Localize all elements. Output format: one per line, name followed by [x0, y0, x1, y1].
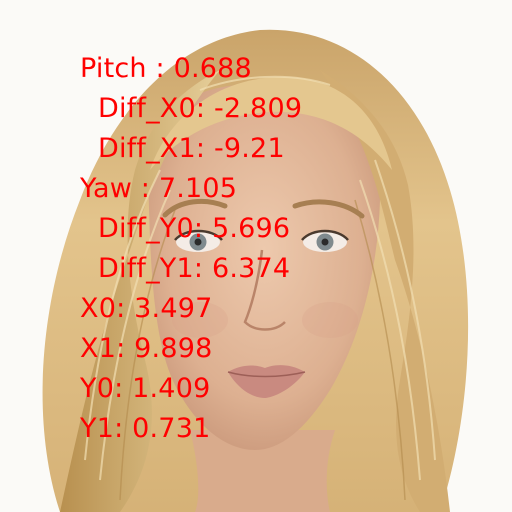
diff-x1-readout: Diff_X1: -9.21 [98, 133, 285, 164]
neck [190, 430, 335, 512]
hair-fringe [150, 76, 392, 170]
y0-readout: Y0: 1.409 [80, 373, 211, 404]
left-eye [174, 229, 223, 252]
lips [228, 365, 305, 398]
hair-right-side [320, 70, 450, 512]
diff-y1-readout: Diff_Y1: 6.374 [98, 253, 291, 284]
right-eye [301, 229, 349, 252]
y1-readout: Y1: 0.731 [80, 413, 211, 444]
x1-readout: X1: 9.898 [80, 333, 213, 364]
hair-left-side [60, 70, 220, 512]
yaw-readout: Yaw : 7.105 [80, 173, 238, 204]
diff-x0-readout: Diff_X0: -2.809 [98, 93, 303, 124]
pitch-readout: Pitch : 0.688 [80, 53, 252, 84]
diff-y0-readout: Diff_Y0: 5.696 [98, 213, 291, 244]
x0-readout: X0: 3.497 [80, 293, 213, 324]
left-eyebrow [162, 198, 228, 218]
face [147, 84, 381, 450]
hair-highlights [84, 75, 436, 481]
hair-shadows [119, 199, 406, 501]
nose [243, 249, 286, 331]
right-eyebrow [292, 199, 365, 219]
